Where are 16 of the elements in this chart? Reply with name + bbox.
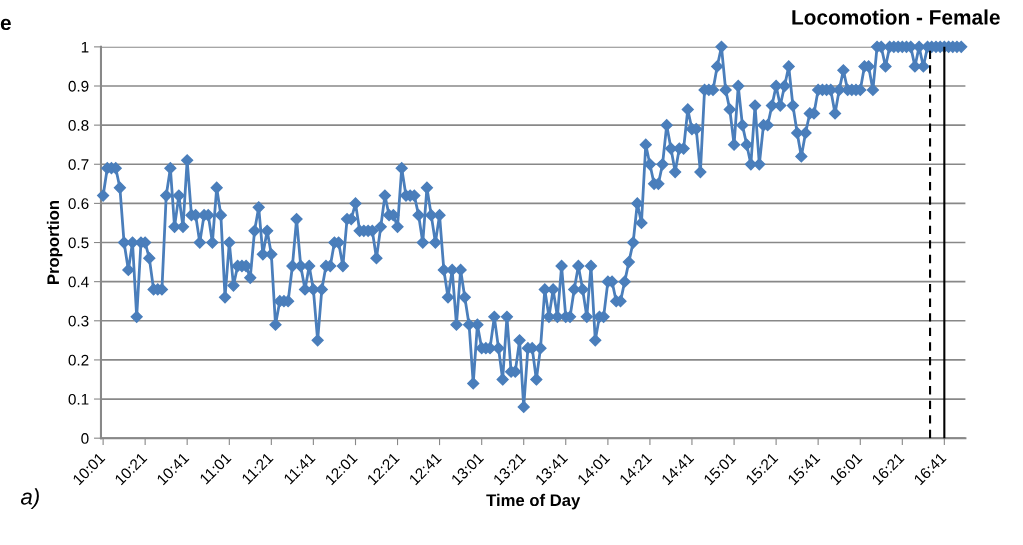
text: a) <box>20 488 39 510</box>
y-tick-label: 0.8 <box>68 120 89 131</box>
y-tick-label: 0.5 <box>68 237 89 249</box>
y-tick-label: 0.1 <box>68 393 89 405</box>
y-tick-label: 0.3 <box>68 315 89 327</box>
text: e <box>0 18 11 31</box>
y-tick-label: 0.6 <box>68 198 89 210</box>
y-tick-label: 0.2 <box>68 354 89 366</box>
y-tick-label: 0.9 <box>68 80 89 92</box>
chart-title: Locomotion - Female <box>792 9 1000 25</box>
y-tick-label: 0 <box>81 433 89 444</box>
y-tick-label: 1 <box>81 41 89 53</box>
x-axis-title: Time of Day <box>486 493 581 510</box>
y-tick-label: 0.7 <box>68 159 89 170</box>
y-axis-title: Proportion <box>46 200 63 284</box>
y-tick-label: 0.4 <box>68 276 89 288</box>
